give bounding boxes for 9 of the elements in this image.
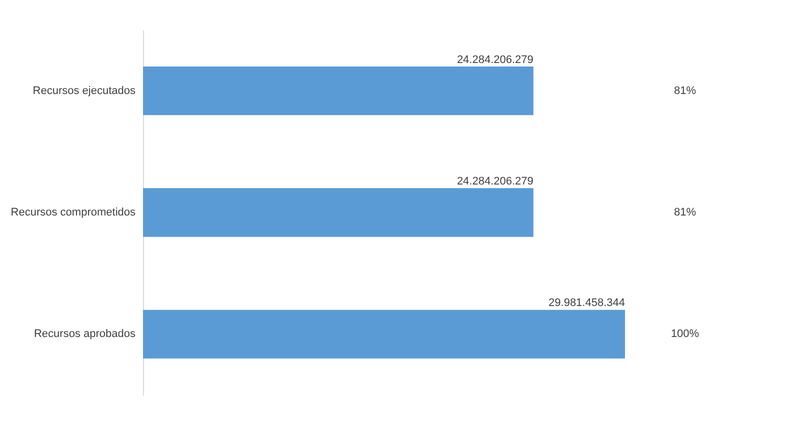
data-label: 29.981.458.344 [548, 297, 625, 310]
y-tick-label: Recursos comprometidos [10, 206, 136, 218]
y-tick-label: Recursos ejecutados [32, 84, 136, 97]
data-label: 24.284.206.279 [456, 176, 534, 188]
data-label: 24.284.206.279 [456, 54, 534, 66]
text: 81% [674, 84, 696, 97]
text: 100% [670, 328, 700, 340]
text: 81% [674, 206, 696, 218]
y-tick-label: Recursos aprobados [34, 328, 136, 340]
